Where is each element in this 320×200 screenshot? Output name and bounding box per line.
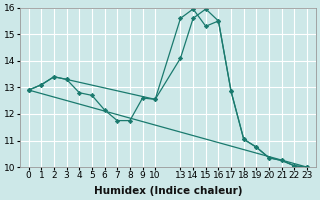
X-axis label: Humidex (Indice chaleur): Humidex (Indice chaleur) — [93, 186, 242, 196]
